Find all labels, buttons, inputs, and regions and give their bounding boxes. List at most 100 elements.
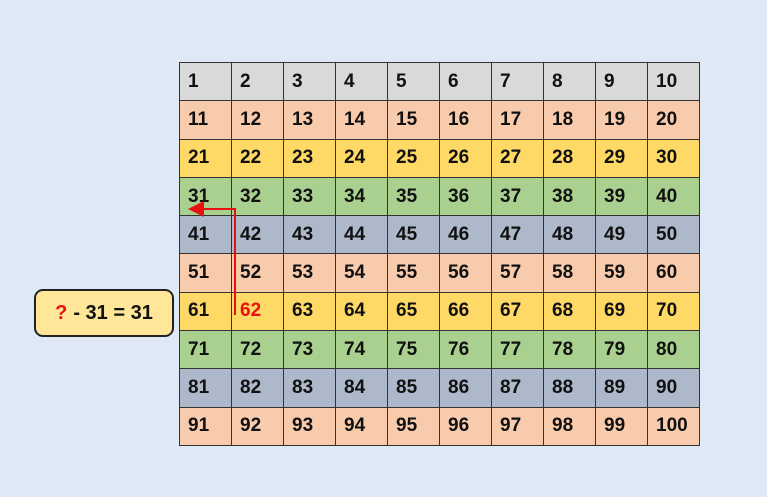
number-cell: 32 [232, 177, 284, 217]
number-cell: 15 [388, 101, 440, 140]
number-cell: 68 [544, 292, 596, 332]
number-cell: 65 [388, 292, 440, 332]
number-cell: 64 [336, 292, 388, 332]
number-cell: 7 [492, 63, 544, 102]
number-cell: 77 [492, 331, 544, 370]
number-cell: 40 [648, 177, 700, 217]
number-cell: 48 [544, 216, 596, 255]
number-cell: 98 [544, 407, 596, 446]
number-cell: 50 [648, 216, 700, 255]
number-cell: 70 [648, 292, 700, 332]
number-cell: 29 [596, 139, 648, 178]
number-cell: 94 [336, 407, 388, 446]
number-cell: 26 [440, 139, 492, 178]
jump-arrow [188, 201, 236, 315]
number-cell: 44 [336, 216, 388, 255]
number-cell: 21 [180, 139, 232, 178]
number-cell: 3 [284, 63, 336, 102]
number-cell: 91 [180, 407, 232, 446]
number-cell: 17 [492, 101, 544, 140]
number-cell: 13 [284, 101, 336, 140]
number-cell: 84 [336, 369, 388, 408]
number-cell: 45 [388, 216, 440, 255]
equation-box: ? - 31 = 31 [34, 289, 174, 337]
number-cell: 58 [544, 254, 596, 293]
number-cell: 76 [440, 331, 492, 370]
hundred-chart: 1 2 3 4 5 6 7 8 9 10 11 12 13 14 15 16 17 18 19 20 21 22 23 24 2… [179, 62, 700, 446]
number-cell: 54 [336, 254, 388, 293]
number-cell: 92 [232, 407, 284, 446]
number-cell: 38 [544, 177, 596, 217]
number-cell: 19 [596, 101, 648, 140]
number-cell: 11 [180, 101, 232, 140]
number-cell: 36 [440, 177, 492, 217]
number-cell: 59 [596, 254, 648, 293]
number-cell: 90 [648, 369, 700, 408]
number-cell: 41 [180, 216, 232, 255]
number-cell: 60 [648, 254, 700, 293]
number-cell: 66 [440, 292, 492, 332]
number-cell: 8 [544, 63, 596, 102]
number-cell: 79 [596, 331, 648, 370]
number-cell: 81 [180, 369, 232, 408]
number-cell: 6 [440, 63, 492, 102]
number-cell: 23 [284, 139, 336, 178]
number-cell: 82 [232, 369, 284, 408]
number-cell: 74 [336, 331, 388, 370]
number-cell: 73 [284, 331, 336, 370]
number-cell: 42 [232, 216, 284, 255]
number-cell: 20 [648, 101, 700, 140]
number-cell: 55 [388, 254, 440, 293]
number-cell: 63 [284, 292, 336, 332]
number-cell: 100 [648, 407, 700, 446]
number-cell: 37 [492, 177, 544, 217]
number-cell: 97 [492, 407, 544, 446]
number-cell: 33 [284, 177, 336, 217]
number-cell: 95 [388, 407, 440, 446]
number-cell: 87 [492, 369, 544, 408]
number-cell: 61 [180, 292, 232, 332]
number-cell: 5 [388, 63, 440, 102]
number-cell: 16 [440, 101, 492, 140]
number-cell: 30 [648, 139, 700, 178]
number-cell: 71 [180, 331, 232, 370]
number-cell: 10 [648, 63, 700, 102]
number-cell: 72 [232, 331, 284, 370]
number-cell: 93 [284, 407, 336, 446]
number-cell: 18 [544, 101, 596, 140]
number-cell: 34 [336, 177, 388, 217]
number-cell: 75 [388, 331, 440, 370]
number-cell: 56 [440, 254, 492, 293]
number-cell: 35 [388, 177, 440, 217]
number-cell: 96 [440, 407, 492, 446]
number-cell: 46 [440, 216, 492, 255]
number-cell: 83 [284, 369, 336, 408]
number-cell: 69 [596, 292, 648, 332]
number-cell: 52 [232, 254, 284, 293]
number-cell: 4 [336, 63, 388, 102]
number-cell: 49 [596, 216, 648, 255]
number-cell: 51 [180, 254, 232, 293]
number-cell: 78 [544, 331, 596, 370]
number-cell: 27 [492, 139, 544, 178]
number-cell: 67 [492, 292, 544, 332]
number-cell: 39 [596, 177, 648, 217]
number-cell: 28 [544, 139, 596, 178]
number-cell: 9 [596, 63, 648, 102]
highlighted-cell: 62 [232, 292, 284, 332]
equation-unknown: ? [55, 301, 68, 324]
equation-text: - 31 = 31 [73, 301, 153, 324]
number-cell: 89 [596, 369, 648, 408]
number-cell: 47 [492, 216, 544, 255]
number-cell: 1 [180, 63, 232, 102]
number-cell: 99 [596, 407, 648, 446]
number-cell: 25 [388, 139, 440, 178]
number-cell: 12 [232, 101, 284, 140]
number-cell: 43 [284, 216, 336, 255]
number-cell: 22 [232, 139, 284, 178]
number-cell: 53 [284, 254, 336, 293]
number-cell: 24 [336, 139, 388, 178]
number-cell: 85 [388, 369, 440, 408]
number-cell: 86 [440, 369, 492, 408]
